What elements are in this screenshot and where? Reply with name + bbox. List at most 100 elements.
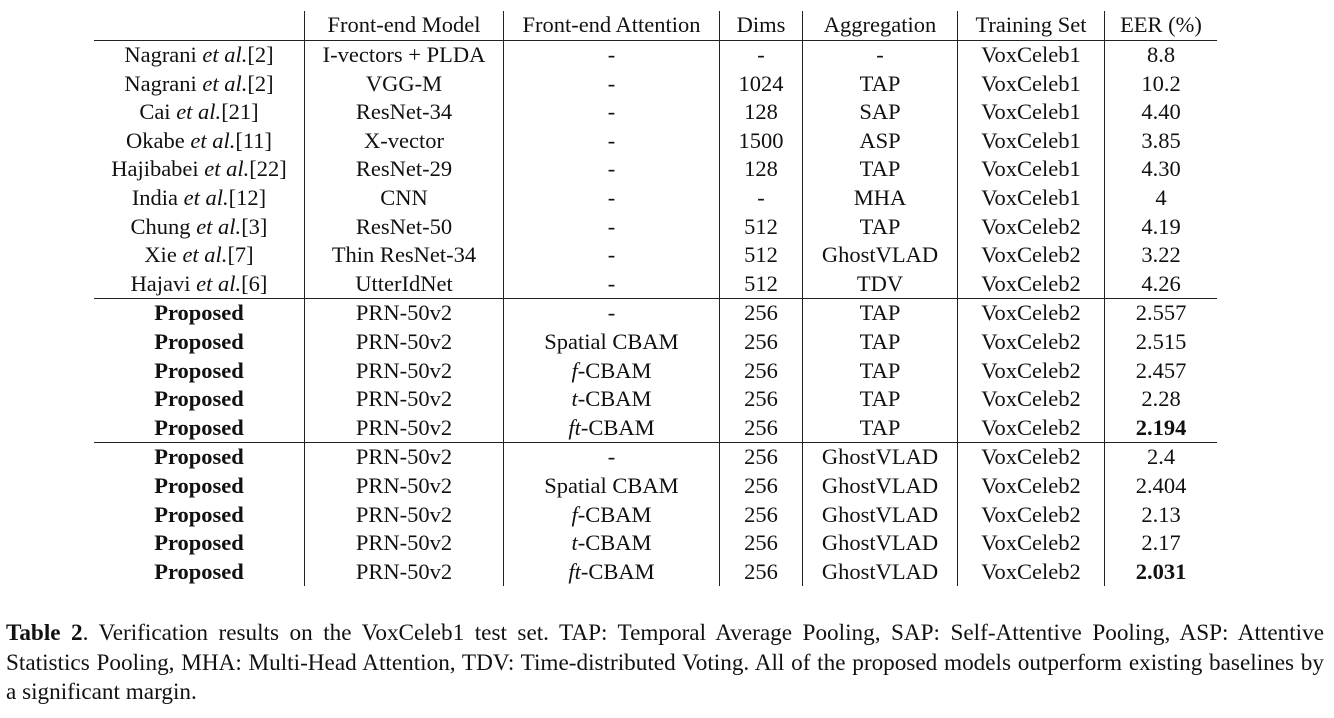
aggregation-cell: GhostVLAD <box>802 241 958 270</box>
header-eer: EER (%) <box>1104 11 1217 41</box>
attention-text: -CBAM <box>580 558 655 584</box>
table-row: Hajavi et al.[6] UtterIdNet -512 TDV VoxCele… <box>94 269 1217 299</box>
method-etal: et al. <box>196 270 242 296</box>
front-end-model-cell: PRN-50v2 <box>304 557 504 587</box>
front-end-attention-cell: Spatial CBAM <box>503 471 720 501</box>
dims-cell: 512 <box>719 241 803 270</box>
method-etal: et al. <box>202 70 248 96</box>
front-end-attention-cell: - <box>503 155 720 184</box>
attention-text: - <box>607 127 616 153</box>
attention-text: - <box>607 270 616 296</box>
attention-text: - <box>607 213 616 239</box>
eer-cell: 4.26 <box>1141 270 1181 296</box>
method-cell: Proposed <box>94 500 305 530</box>
dims-cell: 256 <box>719 442 803 472</box>
method-citation: [21] <box>221 99 259 125</box>
training-set-cell: VoxCeleb2 <box>957 442 1105 472</box>
dims-cell: 128 <box>719 155 803 184</box>
header-dims: Dims <box>719 11 803 41</box>
front-end-attention-cell: t-CBAM <box>503 385 720 414</box>
front-end-model-cell: ResNet-34 <box>304 98 504 127</box>
method-cell: Cai et al.[21] <box>94 98 305 127</box>
aggregation-cell: TAP <box>802 413 958 443</box>
front-end-model-cell: UtterIdNet <box>304 269 504 299</box>
training-set-cell: VoxCeleb2 <box>957 529 1105 558</box>
method-cell: Proposed <box>94 356 305 386</box>
table-row: Nagrani et al.[2] I-vectors + PLDA - - - VoxC… <box>94 40 1217 70</box>
training-set-cell: VoxCeleb1 <box>957 155 1105 184</box>
method-name: Xie <box>144 242 177 268</box>
table-row: Proposed PRN-50v2 f-CBAM 256 TAP VoxCeleb2 2.4… <box>94 356 1217 386</box>
method-cell: Xie et al.[7] <box>94 241 305 270</box>
method-name: Proposed <box>154 328 244 354</box>
attention-text: - <box>607 156 616 182</box>
dims-cell: 256 <box>719 356 803 386</box>
aggregation-cell: TDV <box>802 269 958 299</box>
table-row: Okabe et al.[11] X-vector -1500 ASP VoxCeleb… <box>94 126 1217 156</box>
method-name: Proposed <box>154 300 244 326</box>
method-etal: et al. <box>204 156 250 182</box>
header-aggregation: Aggregation <box>802 11 958 41</box>
attention-text: -CBAM <box>577 501 652 527</box>
attention-text: Spatial CBAM <box>544 328 679 354</box>
eer-cell: 2.031 <box>1135 558 1187 584</box>
training-set-cell: VoxCeleb2 <box>957 500 1105 530</box>
method-name: Proposed <box>154 444 244 470</box>
method-cell: Chung et al.[3] <box>94 212 305 242</box>
dims-cell: 256 <box>719 298 803 328</box>
method-name: Proposed <box>154 357 244 383</box>
aggregation-cell: TAP <box>802 69 958 99</box>
eer-cell: 2.404 <box>1135 472 1187 498</box>
front-end-model-cell: PRN-50v2 <box>304 298 504 328</box>
header-row: Front-end Model Front-end Attention Dims… <box>94 11 1217 41</box>
table-row: Hajibabei et al.[22] ResNet-29-128 TAP VoxC… <box>94 155 1217 184</box>
attention-text: -CBAM <box>580 414 655 440</box>
method-citation: [7] <box>227 242 254 268</box>
front-end-model-cell: VGG-M <box>304 69 504 99</box>
attention-text: - <box>607 444 616 470</box>
aggregation-cell: - <box>802 40 958 70</box>
method-citation: [2] <box>247 42 274 68</box>
front-end-attention-cell: - <box>503 442 720 472</box>
eer-cell: 2.457 <box>1135 357 1187 383</box>
front-end-attention-cell: - <box>503 69 720 99</box>
eer-cell: 10.2 <box>1141 70 1181 96</box>
front-end-attention-cell: - <box>503 241 720 270</box>
table-row: Proposed PRN-50v2 - 256 TAP VoxCeleb2 2.557 <box>94 298 1217 328</box>
front-end-model-cell: ResNet-50 <box>304 212 504 242</box>
training-set-cell: VoxCeleb2 <box>957 212 1105 242</box>
dims-cell: 256 <box>719 385 803 414</box>
method-cell: Proposed <box>94 557 305 587</box>
table-row: Proposed PRN-50v2 ft-CBAM 256 GhostVLAD VoxCe… <box>94 557 1217 587</box>
front-end-model-cell: X-vector <box>304 126 504 156</box>
method-name: Proposed <box>154 414 244 440</box>
method-name: Nagrani <box>124 70 197 96</box>
header-method <box>94 11 305 41</box>
method-cell: Proposed <box>94 298 305 328</box>
aggregation-cell: TAP <box>802 212 958 242</box>
method-cell: Proposed <box>94 327 305 357</box>
aggregation-cell: SAP <box>802 98 958 127</box>
dims-cell: 256 <box>719 413 803 443</box>
table-caption: Table 2. Verification results on the Vox… <box>6 619 1324 708</box>
eer-cell: 2.4 <box>1104 442 1217 472</box>
method-name: India <box>131 185 179 211</box>
attention-text: Spatial CBAM <box>544 472 679 498</box>
attention-text: - <box>607 99 616 125</box>
dims-cell: - <box>719 40 803 70</box>
eer-cell: 4.19 <box>1141 213 1181 239</box>
attention-prefix: f <box>571 501 578 527</box>
method-cell: Nagrani et al.[2] <box>94 40 305 70</box>
training-set-cell: VoxCeleb2 <box>957 269 1105 299</box>
front-end-attention-cell: - <box>503 126 720 156</box>
attention-text: - <box>607 185 616 211</box>
method-cell: Nagrani et al.[2] <box>94 69 305 99</box>
method-name: Hajibabei <box>111 156 199 182</box>
method-cell: Proposed <box>94 413 305 443</box>
eer-cell: 4 <box>1155 185 1167 211</box>
front-end-model-cell: I-vectors + PLDA <box>304 40 504 70</box>
aggregation-cell: GhostVLAD <box>802 471 958 501</box>
attention-prefix: t <box>571 530 578 556</box>
front-end-model-cell: CNN <box>304 183 504 213</box>
method-etal: et al. <box>182 242 228 268</box>
